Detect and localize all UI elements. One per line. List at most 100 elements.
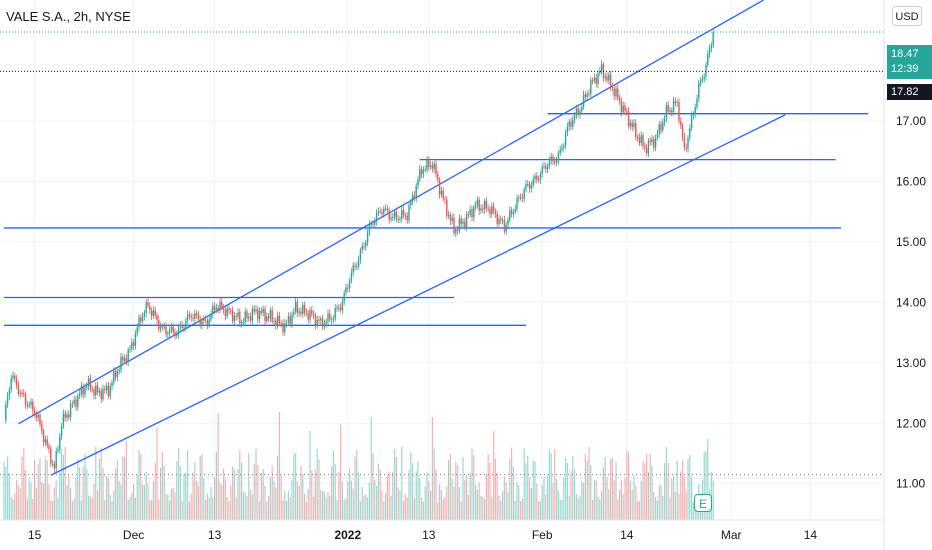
price-tick-label: 15.00 — [896, 235, 926, 249]
volume-bar — [658, 485, 660, 520]
time-axis[interactable]: 15 Dec 13 2022 13 Feb 14 Mar 14 — [0, 519, 884, 542]
volume-bar — [649, 453, 651, 520]
candle-body — [107, 385, 110, 397]
candle-body — [64, 413, 66, 418]
candle-body — [334, 308, 336, 319]
candle-body — [690, 115, 693, 129]
candle-body — [293, 311, 295, 315]
volume-bar — [505, 481, 507, 520]
candle-body — [653, 139, 655, 148]
volume-bar — [219, 482, 221, 520]
candle-body — [255, 309, 257, 312]
candle-body — [599, 70, 601, 74]
candle-body — [118, 369, 120, 372]
volume-bar — [655, 496, 657, 520]
candle-body — [244, 311, 246, 322]
time-tick-label: 14 — [620, 528, 634, 542]
price-tick-label: 12.00 — [896, 416, 926, 430]
volume-bar — [455, 461, 457, 520]
candle-body — [195, 313, 198, 315]
volume-bar — [575, 493, 577, 520]
volume-bar — [707, 438, 709, 520]
volume-bar — [588, 447, 590, 520]
candle-body — [230, 310, 232, 312]
candle-body — [390, 217, 392, 220]
volume-bar — [462, 457, 464, 520]
price-axis[interactable]: 11.00 12.00 13.00 14.00 15.00 16.00 17.00 — [883, 0, 926, 550]
candle-body — [692, 114, 695, 116]
volume-bar — [154, 462, 156, 520]
candle-body — [48, 445, 50, 450]
volume-bar — [646, 454, 648, 520]
candle-body — [127, 349, 129, 363]
candle-body — [456, 229, 459, 232]
volume-bar — [205, 499, 207, 520]
candle-body — [215, 307, 218, 311]
time-tick-label: 2022 — [334, 528, 361, 542]
candle-body — [82, 385, 84, 395]
volume-bar — [88, 495, 90, 520]
candle-body — [543, 165, 545, 167]
symbol-title[interactable]: VALE S.A., 2h, NYSE — [6, 9, 131, 24]
candle-body — [203, 319, 205, 321]
volume-bar — [584, 454, 586, 520]
candle-body — [186, 314, 189, 321]
candle-body — [681, 125, 684, 137]
volume-bar — [136, 474, 138, 520]
volume-bar — [323, 491, 325, 520]
volume-bar — [514, 500, 516, 520]
volume-bar — [583, 483, 585, 520]
candle-body — [420, 169, 423, 175]
candle-body — [12, 375, 14, 379]
volume-bar — [21, 456, 23, 520]
candle-body — [212, 305, 214, 314]
candle-body — [575, 108, 578, 116]
volume-bar — [642, 460, 644, 520]
candle-body — [505, 225, 507, 232]
currency-button[interactable]: USD — [892, 6, 922, 26]
candle-body — [30, 401, 32, 406]
candle-body — [401, 209, 403, 219]
candle-body — [381, 211, 383, 214]
candle-body — [321, 318, 324, 327]
candle-body — [197, 314, 200, 320]
volume-bar — [347, 481, 349, 520]
candle-body — [242, 321, 245, 323]
volume-bar — [298, 485, 300, 520]
candle-body — [399, 218, 401, 220]
volume-bar — [269, 476, 271, 520]
price-tick-label: 14.00 — [896, 295, 926, 309]
volume-bar — [37, 464, 39, 520]
volume-bar — [35, 487, 37, 520]
candle-body — [609, 74, 612, 87]
volume-bar — [493, 431, 495, 520]
volume-bar — [538, 501, 540, 520]
candle-body — [617, 88, 619, 98]
candle-body — [10, 378, 12, 390]
candle-body — [404, 215, 407, 217]
candle-body — [431, 165, 434, 169]
volume-bar — [566, 463, 568, 520]
candle-body — [422, 169, 425, 175]
candle-body — [134, 333, 137, 346]
volume-bar — [691, 476, 693, 520]
volume-bar — [647, 471, 649, 520]
volume-bar — [590, 464, 592, 520]
volume-bar — [61, 448, 63, 520]
candle-body — [534, 175, 536, 180]
volume-bar — [448, 459, 450, 520]
volume-bar — [46, 460, 48, 520]
volume-bar — [482, 496, 484, 520]
candle-body — [318, 319, 320, 321]
candle-body — [525, 184, 527, 190]
candle-body — [206, 320, 209, 325]
volume-bar — [237, 468, 239, 520]
volume-bar — [106, 475, 108, 520]
earnings-marker-icon[interactable]: E — [694, 494, 712, 512]
candle-body — [667, 105, 669, 112]
volume-bar — [494, 458, 496, 520]
candle-body — [336, 307, 338, 309]
volume-bar — [206, 493, 208, 520]
candle-body — [462, 221, 464, 224]
